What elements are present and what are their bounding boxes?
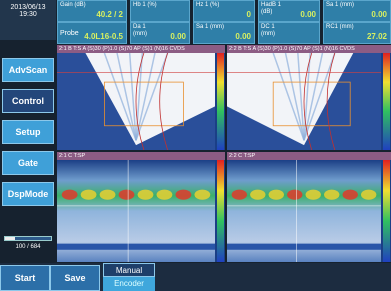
menu-button[interactable]: DspMode <box>2 182 54 206</box>
field-value: 0.00 <box>170 32 186 41</box>
field: Sa 1 (mm) 0.00 <box>323 0 391 22</box>
field-value: 4.0L16-0.5 <box>84 32 123 41</box>
field: Hz 1 (%) 0 <box>193 0 255 22</box>
scan-panel: 2:2 C T:SP <box>227 152 391 262</box>
field-value: 40.2 / 2 <box>96 10 123 19</box>
scan-image <box>227 53 391 150</box>
field: Gain (dB) 40.2 / 2 <box>57 0 127 22</box>
encoder-option[interactable]: Encoder <box>103 277 155 291</box>
status: 2013/06/13 19:30 <box>0 0 56 40</box>
panel-title: 2:2 B T:S A (S)30 (P)1.0 (S)70 AP (S)1 (… <box>227 45 391 53</box>
field: Da 1 (mm) 0.00 <box>130 22 190 44</box>
scan-image <box>227 160 391 262</box>
field: Sa 1 (mm) 0.00 <box>193 22 255 44</box>
slider-label: 100 / 684 <box>0 244 56 250</box>
field-value: 0.00 <box>371 10 387 19</box>
field: HadB 1 (dB) 0.00 <box>258 0 320 22</box>
slider[interactable] <box>4 236 52 241</box>
menu-button[interactable]: AdvScan <box>2 58 54 82</box>
manual-option[interactable]: Manual <box>103 263 155 277</box>
field-label: Da 1 (mm) <box>133 24 161 38</box>
start-button[interactable]: Start <box>0 265 50 291</box>
panel-title: 2:1 B T:S A (S)30 (P)1.0 (S)70 AP (S)1 (… <box>57 45 225 53</box>
field-value: 0.00 <box>235 32 251 41</box>
scan-panel: 2:2 B T:S A (S)30 (P)1.0 (S)70 AP (S)1 (… <box>227 45 391 150</box>
menu-button[interactable]: Gate <box>2 151 54 175</box>
field-label: HadB 1 (dB) <box>261 2 289 16</box>
scan-panel: 2:1 C T:SP <box>57 152 225 262</box>
field-label: Sa 1 (mm) <box>196 24 224 31</box>
date: 2013/06/13 <box>0 4 56 11</box>
field-label: RC1 (mm) <box>326 24 354 31</box>
scan-image <box>57 160 225 262</box>
field-label: DC 1 (mm) <box>261 24 289 38</box>
field: Hb 1 (%) <box>130 0 190 22</box>
menu-button[interactable]: Setup <box>2 120 54 144</box>
menu-button[interactable]: Control <box>2 89 54 113</box>
panel-title: 2:1 C T:SP <box>57 152 225 160</box>
field-value: 27.02 <box>367 32 387 41</box>
scan-image <box>57 53 225 150</box>
field-label: Gain (dB) <box>60 2 88 9</box>
field-value: 0.00 <box>300 10 316 19</box>
field-label: Hz 1 (%) <box>196 2 224 9</box>
field-value: 0 <box>247 10 251 19</box>
field-label: Hb 1 (%) <box>133 2 161 9</box>
field: DC 1 (mm) <box>258 22 320 44</box>
field: RC1 (mm) 27.02 <box>323 22 391 44</box>
time: 19:30 <box>0 11 56 18</box>
field-label: Sa 1 (mm) <box>326 2 354 9</box>
device-screen: 2013/06/13 19:30 100 / 684 Start Save Ma… <box>0 0 391 291</box>
scan-panel: 2:1 B T:S A (S)30 (P)1.0 (S)70 AP (S)1 (… <box>57 45 225 150</box>
save-button[interactable]: Save <box>50 265 100 291</box>
panel-title: 2:2 C T:SP <box>227 152 391 160</box>
